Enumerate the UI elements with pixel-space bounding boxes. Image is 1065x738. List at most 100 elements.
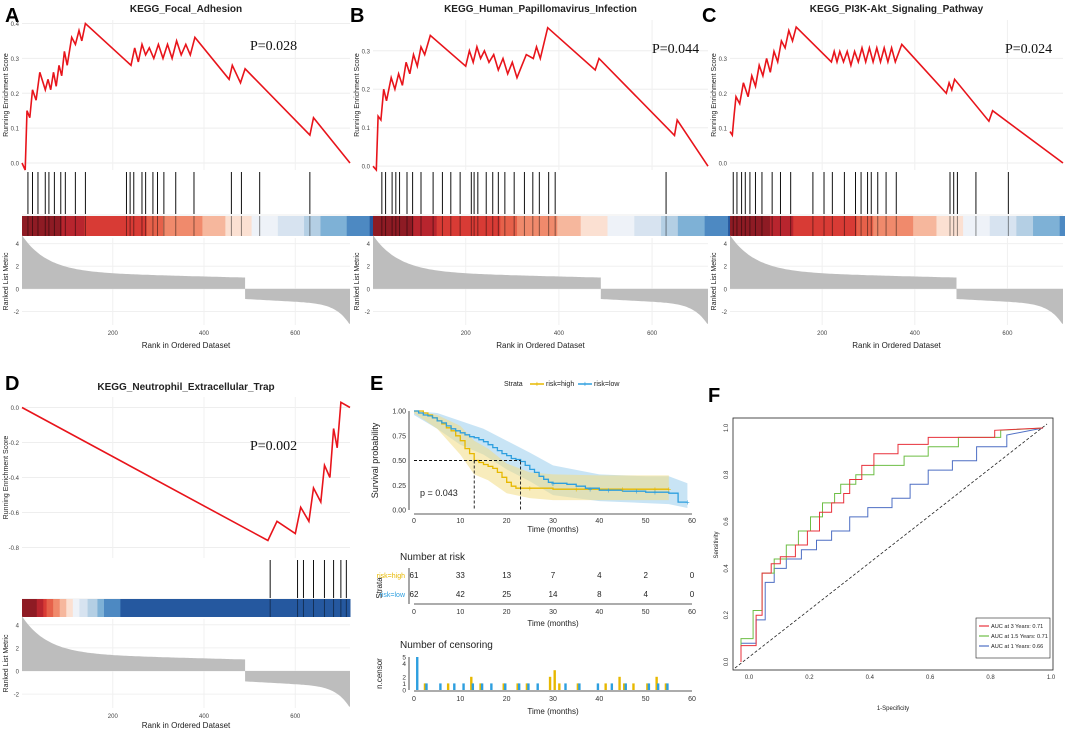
risk-table-cell: 62 bbox=[410, 590, 419, 599]
roc-x-tick-label: 0.4 bbox=[866, 675, 875, 681]
km-legend-low-mark: + bbox=[583, 380, 588, 389]
x-tick-label: 400 bbox=[199, 331, 210, 337]
censor-high-bar bbox=[604, 683, 607, 690]
km-legend-title: Strata bbox=[504, 381, 523, 388]
risk-table-cell: 2 bbox=[643, 571, 648, 580]
roc-panel: 0.0 0.2 0.4 0.6 0.8 1.0 0.0 0.2 0.4 0.6 0.8 1.0 Sens… bbox=[714, 417, 1056, 712]
rank-heat-segment bbox=[607, 216, 635, 236]
censor-low-bar bbox=[453, 683, 456, 690]
x-tick-label: 600 bbox=[290, 714, 301, 720]
roc-y-tick-label: 0.6 bbox=[724, 517, 730, 526]
censor-y-tick: 5 bbox=[402, 655, 406, 662]
roc-y-tick-label: 0.8 bbox=[724, 470, 730, 479]
roc-y-axis-label: Sensitivity bbox=[714, 531, 720, 558]
censor-high-bar bbox=[632, 683, 635, 690]
rank-heat-segment bbox=[61, 216, 85, 236]
censor-low-bar bbox=[610, 683, 614, 690]
es-tick-label: 0.0 bbox=[719, 162, 728, 168]
risk-table-cell: 7 bbox=[551, 571, 556, 580]
censor-high-bar bbox=[618, 676, 621, 690]
rank-heat-segment bbox=[769, 216, 794, 236]
x-tick-label: 200 bbox=[108, 714, 119, 720]
censor-low-bar bbox=[480, 683, 484, 690]
censor-low-bar bbox=[647, 683, 651, 690]
x-axis-label: Rank in Ordered Dataset bbox=[142, 721, 231, 730]
metric-tick-label: 2 bbox=[16, 265, 20, 271]
censor-x-tick: 50 bbox=[642, 696, 650, 703]
rank-heat-segment bbox=[79, 599, 89, 617]
censor-low-bar bbox=[578, 683, 581, 690]
es-tick-label: 0.2 bbox=[11, 92, 20, 98]
es-axis-label: Running Enrichment Score bbox=[3, 436, 10, 520]
censor-high-bar bbox=[664, 683, 668, 690]
es-tick-label: 0.0 bbox=[362, 165, 371, 171]
censor-low-bar bbox=[425, 683, 428, 690]
panel-letter-f: F bbox=[708, 385, 720, 407]
risk-table-cell: 42 bbox=[456, 590, 465, 599]
roc-reference-diagonal bbox=[734, 423, 1048, 669]
censor-low-bar bbox=[490, 683, 493, 690]
rank-heat-segment bbox=[320, 216, 348, 236]
rank-heat-segment bbox=[1059, 216, 1065, 236]
rank-heat-segment bbox=[634, 216, 662, 236]
km-high-censor-mark: + bbox=[666, 485, 671, 494]
censor-x-tick: 30 bbox=[549, 696, 557, 703]
censor-y-label: n.censor bbox=[375, 658, 384, 689]
km-p-value: p = 0.043 bbox=[420, 488, 458, 498]
rank-heat-segment bbox=[661, 216, 679, 236]
es-tick-label: -0.2 bbox=[9, 441, 20, 447]
km-x-tick-label: 20 bbox=[503, 518, 511, 525]
x-tick-label: 400 bbox=[554, 331, 565, 337]
km-y-tick-label: 0.00 bbox=[392, 508, 406, 515]
rank-heat-segment bbox=[963, 216, 991, 236]
rank-heat-segment bbox=[120, 599, 351, 617]
rank-heat-segment bbox=[557, 216, 582, 236]
km-high-censor-mark: + bbox=[574, 485, 579, 494]
es-tick-label: 0.3 bbox=[11, 57, 20, 63]
km-x-axis-label: Time (months) bbox=[527, 525, 579, 534]
metric-tick-label: 4 bbox=[367, 242, 371, 248]
rank-heat-segment bbox=[346, 216, 371, 236]
metric-tick-label: 2 bbox=[724, 265, 728, 271]
km-y-tick-label: 0.50 bbox=[392, 458, 406, 465]
enrichment-score-curve bbox=[372, 26, 709, 173]
censor-x-tick: 60 bbox=[688, 696, 696, 703]
roc-legend-box bbox=[975, 617, 1051, 659]
metric-tick-label: 0 bbox=[724, 287, 728, 293]
censor-y-tick: 1 bbox=[402, 681, 406, 688]
roc-x-tick-label: 0.8 bbox=[986, 675, 995, 681]
censor-x-tick: 40 bbox=[595, 696, 603, 703]
risk-table-x-tick: 60 bbox=[688, 609, 696, 616]
roc-legend-label: AUC at 1.5 Years: 0.71 bbox=[991, 634, 1048, 640]
metric-tick-label: 0 bbox=[16, 287, 20, 293]
censor-high-bar bbox=[558, 683, 561, 690]
risk-table-cell: 13 bbox=[502, 571, 511, 580]
metric-tick-label: 2 bbox=[367, 265, 371, 271]
gsea-panel-pi3k-akt: KEGG_PI3K-Akt_Signaling_Pathway 0.0 0.1 0.2… bbox=[711, 4, 1065, 350]
p-value: P=0.028 bbox=[250, 39, 297, 54]
risk-table-x-tick: 40 bbox=[595, 609, 603, 616]
roc-legend-label: AUC at 3 Years: 0.71 bbox=[991, 624, 1043, 630]
roc-x-tick-label: 0.0 bbox=[745, 675, 754, 681]
km-x-tick-label: 50 bbox=[642, 518, 650, 525]
es-tick-label: 0.1 bbox=[719, 127, 728, 133]
censor-y-tick: 0 bbox=[402, 688, 406, 695]
metric-axis-label: Ranked List Metric bbox=[3, 252, 10, 310]
metric-tick-label: -2 bbox=[14, 693, 20, 699]
km-high-confidence-band bbox=[414, 411, 669, 501]
gsea-panel-focal-adhesion: KEGG_Focal_Adhesion 0.0 0.1 0.2 0.3 0.4 Runnin… bbox=[3, 4, 377, 350]
enrichment-score-curve bbox=[729, 25, 1064, 164]
risk-table-cell: 4 bbox=[597, 571, 602, 580]
censor-low-bar bbox=[439, 683, 442, 690]
risk-table-cell: 14 bbox=[549, 590, 558, 599]
metric-tick-label: -2 bbox=[722, 310, 728, 316]
rank-heat-segment bbox=[53, 599, 61, 617]
rank-heat-segment bbox=[436, 216, 501, 236]
km-x-tick-label: 0 bbox=[412, 518, 416, 525]
censor-y-tick: 2 bbox=[402, 674, 406, 681]
risk-table-title: Number at risk bbox=[400, 552, 466, 563]
ranked-metric-positive-area bbox=[373, 235, 601, 289]
censor-low-bar bbox=[517, 683, 521, 690]
metric-tick-label: 4 bbox=[16, 623, 20, 629]
